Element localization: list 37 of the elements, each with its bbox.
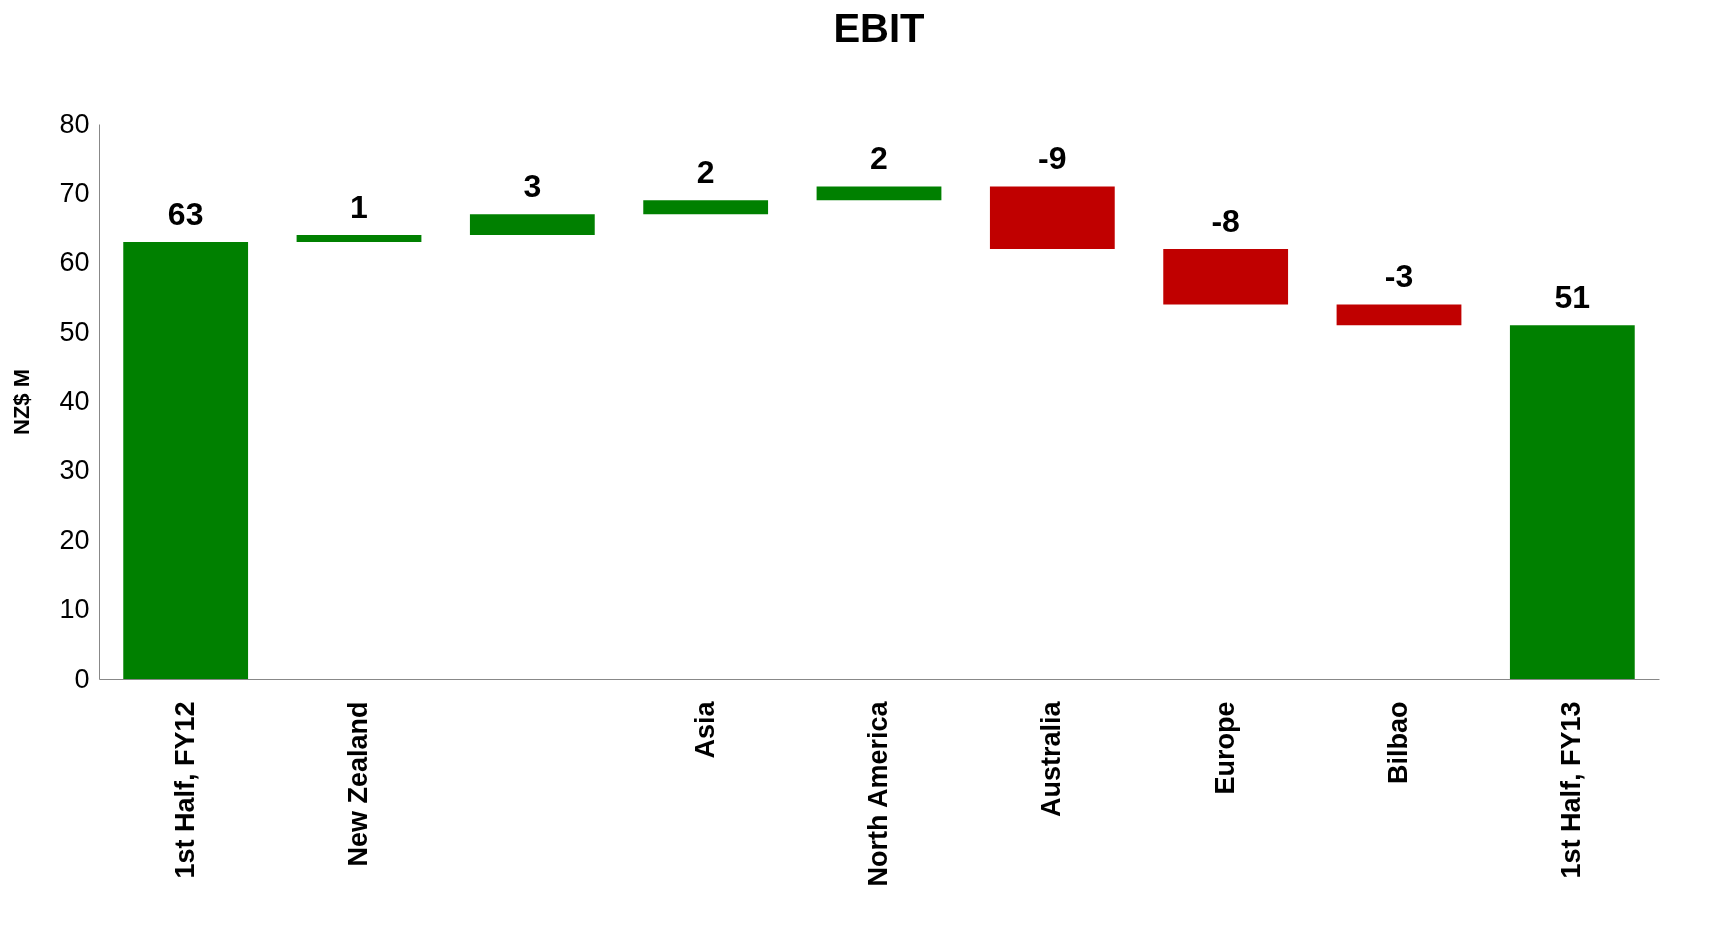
data-label: 2 (696, 154, 715, 191)
data-label: -9 (1038, 140, 1067, 177)
chart-title: EBIT (833, 6, 925, 50)
x-tick-label: Australia (1036, 700, 1067, 818)
bar (989, 186, 1115, 249)
bar (1509, 325, 1635, 679)
y-tick-label: 0 (74, 663, 90, 694)
bar (469, 214, 595, 235)
x-tick-label: Europe (1209, 701, 1240, 795)
bar (816, 186, 942, 201)
data-label: -8 (1211, 202, 1240, 239)
x-tick-label: Asia (689, 700, 720, 759)
x-tick-label: New Zealand (343, 701, 373, 867)
x-tick-label: North America (863, 700, 893, 887)
data-label: 63 (167, 195, 204, 232)
y-tick-label: 80 (59, 108, 90, 139)
data-label: 1 (350, 189, 368, 225)
y-tick-label: 10 (59, 594, 90, 625)
bar (296, 235, 422, 242)
data-label: 3 (523, 168, 542, 205)
y-tick-label: 50 (59, 316, 90, 347)
bar (1163, 248, 1289, 305)
y-tick-label: 60 (59, 247, 90, 278)
y-tick-label: 70 (59, 177, 90, 208)
data-label: 2 (870, 140, 888, 177)
y-tick-label: 30 (59, 455, 90, 486)
bar (643, 200, 769, 215)
y-axis-title: NZ$ M (9, 369, 35, 435)
x-tick-label: Bilbao (1383, 701, 1413, 785)
x-tick-label: 1st Half, FY12 (169, 701, 200, 879)
data-label: 51 (1554, 279, 1591, 316)
y-tick-label: 40 (59, 386, 90, 416)
bar (1336, 304, 1462, 326)
x-tick-label: 1st Half, FY13 (1556, 701, 1587, 879)
data-label: -3 (1384, 258, 1414, 295)
bar (123, 241, 249, 679)
y-tick-label: 20 (59, 524, 90, 555)
